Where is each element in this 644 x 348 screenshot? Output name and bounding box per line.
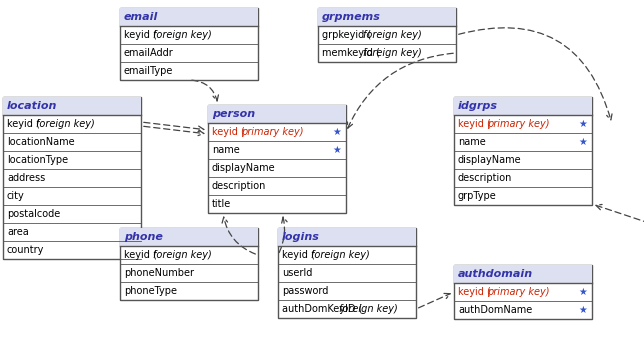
Text: password: password [282, 286, 328, 296]
Text: foreign key): foreign key) [153, 250, 211, 260]
Bar [318, 8, 456, 26]
Text: foreign key): foreign key) [153, 30, 211, 40]
Text: foreign key): foreign key) [339, 304, 398, 314]
Text: keyid (: keyid ( [124, 30, 157, 40]
Text: location: location [7, 101, 57, 111]
Text: locationName: locationName [7, 137, 75, 147]
Text: primary key): primary key) [487, 287, 549, 297]
Bar [454, 265, 592, 319]
Text: phoneType: phoneType [124, 286, 177, 296]
Text: grpmems: grpmems [322, 12, 381, 22]
Text: person: person [212, 109, 255, 119]
Text: emailAddr: emailAddr [124, 48, 174, 58]
Text: authdomain: authdomain [458, 269, 533, 279]
Text: foreign key): foreign key) [363, 48, 422, 58]
Bar [120, 228, 258, 300]
Text: area: area [7, 227, 29, 237]
Text: emailType: emailType [124, 66, 173, 76]
Bar [120, 228, 258, 246]
Text: address: address [7, 173, 45, 183]
Bar [120, 8, 258, 80]
Bar [208, 105, 346, 123]
Text: title: title [212, 199, 231, 209]
Text: keyid (: keyid ( [282, 250, 315, 260]
Text: keyid (: keyid ( [458, 119, 491, 129]
Text: primary key): primary key) [241, 127, 303, 137]
Text: authDomKeyID (: authDomKeyID ( [282, 304, 363, 314]
Bar [278, 228, 416, 246]
Text: email: email [124, 12, 158, 22]
Bar [454, 97, 592, 115]
Text: postalcode: postalcode [7, 209, 61, 219]
Text: userId: userId [282, 268, 312, 278]
Text: ★: ★ [578, 119, 587, 129]
Text: keyid (: keyid ( [458, 287, 491, 297]
Text: foreign key): foreign key) [310, 250, 370, 260]
Text: ★: ★ [578, 305, 587, 315]
Text: foreign key): foreign key) [363, 30, 422, 40]
Text: displayName: displayName [212, 163, 276, 173]
Text: ★: ★ [332, 145, 341, 155]
Text: logins: logins [282, 232, 320, 242]
Bar [454, 265, 592, 283]
Text: grpkeyid (: grpkeyid ( [322, 30, 371, 40]
Bar [278, 228, 416, 318]
Text: idgrps: idgrps [458, 101, 498, 111]
Text: ★: ★ [578, 137, 587, 147]
Bar [208, 105, 346, 213]
Bar [454, 97, 592, 205]
Text: name: name [212, 145, 240, 155]
Text: city: city [7, 191, 24, 201]
Text: phone: phone [124, 232, 163, 242]
Text: keyid (: keyid ( [124, 250, 157, 260]
Text: displayName: displayName [458, 155, 522, 165]
Text: keyid (: keyid ( [212, 127, 245, 137]
Text: memkeyid (: memkeyid ( [322, 48, 380, 58]
Text: ★: ★ [578, 287, 587, 297]
Text: description: description [212, 181, 267, 191]
Text: grpType: grpType [458, 191, 497, 201]
Text: description: description [458, 173, 513, 183]
Bar [3, 97, 141, 259]
Text: authDomName: authDomName [458, 305, 532, 315]
Text: primary key): primary key) [487, 119, 549, 129]
Bar [120, 8, 258, 26]
Bar [318, 8, 456, 62]
Text: phoneNumber: phoneNumber [124, 268, 194, 278]
Text: foreign key): foreign key) [35, 119, 95, 129]
Bar [3, 97, 141, 115]
Text: country: country [7, 245, 44, 255]
Text: name: name [458, 137, 486, 147]
Text: keyid (: keyid ( [7, 119, 40, 129]
Text: ★: ★ [332, 127, 341, 137]
Text: locationType: locationType [7, 155, 68, 165]
